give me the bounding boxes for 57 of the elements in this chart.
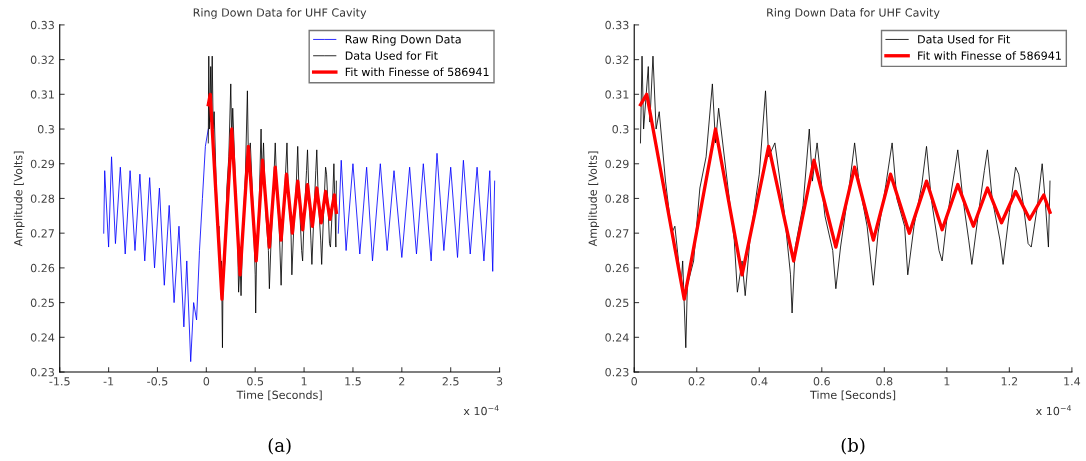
- legend-label: Fit with Finesse of 586941: [345, 67, 489, 77]
- y-tick-label: 0.26: [605, 263, 629, 273]
- x-tick-label: 2.5: [442, 377, 459, 386]
- y-tick-label: 0.23: [605, 368, 629, 377]
- x-tick-label: 1.4: [1064, 377, 1081, 386]
- y-tick-label: 0.31: [30, 90, 54, 99]
- y-tick-label: 0.27: [605, 229, 629, 238]
- y-tick-label: 0.28: [30, 194, 55, 203]
- legend-label: Data Used for Fit: [918, 34, 1011, 44]
- x-tick-label: 0.4: [751, 377, 768, 386]
- y-tick-label: 0.29: [30, 159, 55, 169]
- y-axis-title: Amplitude [Volts]: [13, 151, 25, 247]
- x-tick-label: 3: [496, 377, 503, 386]
- x-tick-label: 2: [399, 377, 405, 386]
- text: x 10$^{−4}$: [463, 405, 499, 416]
- x-tick-label: -0.5: [147, 377, 168, 386]
- x-tick-label: 1.2: [1001, 377, 1018, 386]
- x-tick-label: -1: [103, 377, 114, 386]
- y-tick-label: 0.3: [612, 125, 629, 134]
- y-tick-label: 0.26: [30, 263, 55, 273]
- x-tick-label: -1.5: [49, 377, 70, 386]
- y-tick-label: 0.25: [605, 298, 629, 307]
- chart-title: Ring Down Data for UHF Cavity: [767, 8, 940, 19]
- x-tick-label: 0.6: [813, 377, 830, 386]
- x-axis-title: Time [Seconds]: [809, 390, 896, 401]
- chart-title: Ring Down Data for UHF Cavity: [193, 8, 367, 19]
- y-tick-label: 0.24: [605, 333, 629, 342]
- y-tick-label: 0.32: [30, 55, 54, 64]
- x-tick-label: 0: [203, 377, 210, 386]
- line-series: [206, 92, 338, 301]
- text: (b): [841, 437, 865, 455]
- x-tick-label: 1: [301, 377, 307, 386]
- x-tick-label: 1: [944, 377, 950, 386]
- y-tick-label: 0.23: [30, 368, 54, 377]
- x-tick-label: 0.8: [876, 377, 893, 386]
- legend-label: Fit with Finesse of 586941: [918, 51, 1061, 60]
- y-axis-title: Amplitude [Volts]: [588, 151, 600, 247]
- text: x 10$^{−4}$: [1035, 405, 1072, 416]
- y-tick-label: 0.27: [30, 229, 54, 238]
- x-tick-label: 0: [631, 377, 638, 386]
- y-tick-label: 0.33: [605, 20, 629, 30]
- y-tick-label: 0.31: [605, 90, 629, 99]
- y-tick-label: 0.32: [605, 55, 629, 64]
- legend-label: Data Used for Fit: [345, 51, 438, 60]
- y-tick-label: 0.24: [30, 333, 55, 342]
- y-tick-label: 0.3: [37, 125, 54, 134]
- y-tick-label: 0.28: [605, 194, 629, 203]
- line-series: [638, 92, 1052, 301]
- legend-label: Raw Ring Down Data: [345, 34, 461, 46]
- y-tick-label: 0.25: [30, 298, 54, 307]
- text: (a): [268, 437, 291, 455]
- x-tick-label: 1.5: [345, 377, 361, 386]
- x-tick-label: 0.2: [688, 377, 705, 386]
- x-axis-title: Time [Seconds]: [236, 390, 322, 401]
- y-tick-label: 0.33: [30, 20, 54, 30]
- x-tick-label: 0.5: [247, 377, 264, 386]
- y-tick-label: 0.29: [605, 159, 629, 169]
